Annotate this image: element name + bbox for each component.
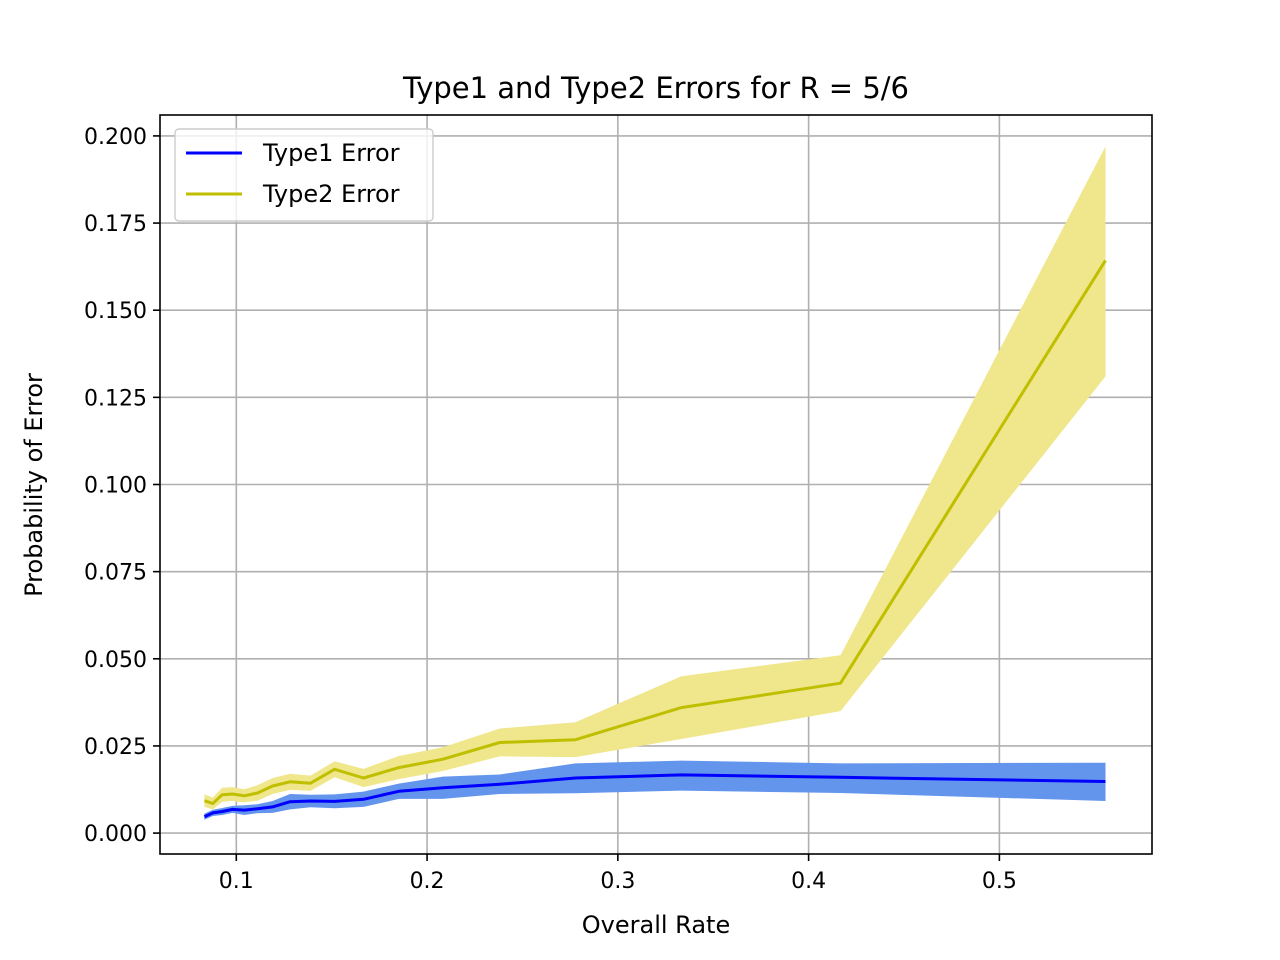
y-tick-label: 0.150	[84, 299, 147, 324]
band-series-1	[204, 760, 1106, 820]
x-tick-label: 0.4	[791, 869, 826, 894]
y-tick-label: 0.125	[84, 386, 147, 411]
y-tick-label: 0.050	[84, 648, 147, 673]
band-series-2	[204, 146, 1106, 810]
x-tick-label: 0.5	[982, 869, 1017, 894]
chart-title: Type1 and Type2 Errors for R = 5/6	[402, 71, 909, 105]
y-axis: 0.000 0.025 0.050 0.075 0.100 0.125 0.150 0.175…	[84, 125, 160, 847]
y-tick-label: 0.175	[84, 212, 147, 237]
y-tick-label: 0.025	[84, 735, 147, 760]
x-tick-label: 0.1	[219, 869, 254, 894]
confidence-bands	[204, 146, 1106, 820]
legend-label-type2: Type2 Error	[262, 180, 400, 208]
x-axis: 0.1 0.2 0.3 0.4 0.5	[219, 854, 1017, 894]
y-tick-label: 0.200	[84, 125, 147, 150]
y-tick-label: 0.100	[84, 474, 147, 499]
series-lines	[203, 259, 1107, 819]
line-series-1	[203, 773, 1106, 819]
y-axis-title: Probability of Error	[20, 373, 48, 597]
x-tick-label: 0.2	[410, 869, 445, 894]
legend-label-type1: Type1 Error	[262, 139, 400, 167]
y-tick-label: 0.075	[84, 561, 147, 586]
x-tick-label: 0.3	[600, 869, 635, 894]
y-tick-label: 0.000	[84, 822, 147, 847]
legend: Type1 Error Type2 Error	[174, 128, 434, 222]
x-axis-title: Overall Rate	[582, 911, 730, 939]
line-series-2	[203, 259, 1107, 805]
